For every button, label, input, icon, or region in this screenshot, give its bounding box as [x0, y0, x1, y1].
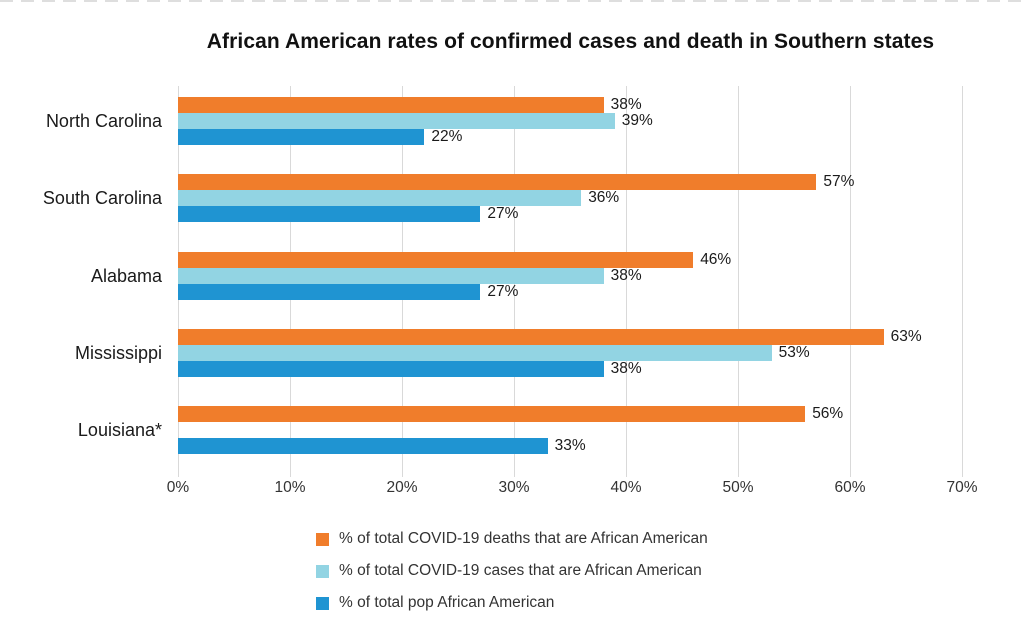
value-label: 27% [487, 205, 519, 223]
x-tick-label: 30% [498, 479, 530, 496]
value-label: 38% [610, 359, 642, 377]
x-tick-label: 20% [386, 479, 418, 496]
bar-group: 46% 38% 27% [178, 250, 964, 300]
value-label: 63% [890, 327, 922, 345]
bar [178, 174, 817, 191]
value-label: 27% [487, 282, 519, 300]
value-label: 38% [610, 96, 642, 113]
value-label: 33% [554, 437, 586, 455]
bar [178, 360, 604, 377]
x-tick-label: 40% [610, 479, 642, 496]
legend-swatch [316, 532, 329, 546]
legend-swatch [316, 596, 329, 610]
category-label: Mississippi [74, 342, 162, 363]
value-label: 22% [431, 128, 463, 145]
bar [178, 129, 425, 145]
value-label: 38% [610, 266, 642, 284]
category-label: Alabama [90, 265, 162, 286]
legend-item: % of total pop African American [316, 595, 554, 611]
category-label: South Carolina [42, 188, 162, 209]
value-label: 56% [812, 405, 844, 423]
value-label: 39% [621, 112, 653, 129]
bar-group: 63% 53% 38% [178, 327, 964, 377]
bar [178, 328, 884, 345]
legend-item: % of total COVID-19 cases that are Afric… [316, 563, 702, 579]
gridline [850, 86, 851, 477]
x-tick-label: 70% [946, 479, 978, 496]
gridline [626, 86, 627, 477]
category-label: North Carolina [45, 111, 162, 131]
chart-title: African American rates of confirmed case… [206, 30, 935, 53]
bar [178, 283, 481, 300]
cropped-border-artifact [0, 0, 1024, 2]
bar [178, 406, 806, 423]
x-tick-label: 60% [834, 479, 866, 496]
bar [178, 97, 604, 113]
legend-label: % of total COVID-19 cases that are Afric… [339, 562, 702, 579]
value-label: 36% [588, 189, 620, 207]
bar-group: 56% 33% [178, 405, 964, 455]
plot-area: 38% 39% 22% 57% 36% 27% 46% 38% 27% 63% 53% 38% 56% 3… [178, 86, 964, 477]
x-tick-label: 0% [166, 479, 190, 496]
bar [178, 206, 481, 223]
category-label: Louisiana* [77, 420, 162, 441]
gridline [962, 86, 963, 477]
bar [178, 251, 694, 268]
bar [178, 344, 772, 361]
bar [178, 438, 548, 455]
value-label: 53% [778, 343, 810, 361]
legend-swatch [316, 564, 329, 578]
value-label: 46% [700, 250, 732, 268]
bar [178, 267, 604, 284]
legend-label: % of total COVID-19 deaths that are Afri… [339, 530, 708, 547]
x-tick-label: 10% [274, 479, 306, 496]
bar [178, 190, 582, 207]
bar-group: 57% 36% 27% [178, 173, 964, 223]
x-tick-label: 50% [722, 479, 754, 496]
bar-group: 38% 39% 22% [178, 97, 964, 145]
legend-item: % of total COVID-19 deaths that are Afri… [316, 531, 708, 547]
value-label: 57% [823, 173, 855, 191]
gridline [738, 86, 739, 477]
bar [178, 113, 615, 129]
legend-label: % of total pop African American [339, 594, 555, 611]
